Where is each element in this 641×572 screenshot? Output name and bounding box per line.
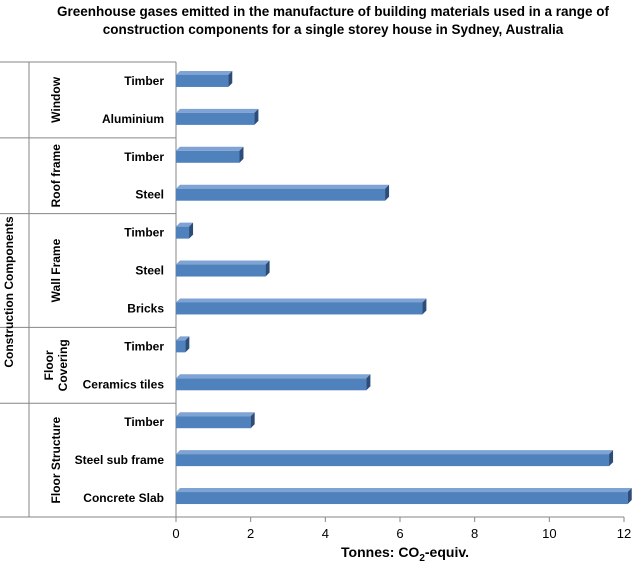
bar-end-face bbox=[239, 146, 244, 163]
category-label-wall-frame-bricks: Bricks bbox=[127, 301, 164, 315]
bar-end-face bbox=[250, 412, 255, 429]
group-label-floor-covering-line-2: Covering bbox=[56, 339, 70, 391]
group-labels: Window Roof frame Wall Frame Floor Covering F… bbox=[42, 76, 70, 503]
bar-top-face bbox=[176, 488, 632, 493]
x-tick-label-10: 10 bbox=[542, 526, 556, 541]
bar-end-face bbox=[189, 222, 194, 239]
x-axis: 0 2 4 6 8 10 12 bbox=[172, 516, 631, 541]
bar-end-face bbox=[228, 70, 233, 87]
category-label-wall-frame-timber: Timber bbox=[124, 226, 164, 240]
bar-top-face bbox=[176, 146, 244, 151]
bar-front-face bbox=[176, 302, 423, 315]
category-axis-frame bbox=[0, 61, 177, 518]
x-axis-title-tail: -equiv. bbox=[425, 544, 469, 560]
category-label-floor-structure-steel-sub-frame: Steel sub frame bbox=[75, 453, 165, 467]
x-axis-title: Tonnes: CO2-equiv. bbox=[341, 544, 469, 564]
group-label-window: Window bbox=[49, 76, 63, 123]
group-label-roof-frame: Roof frame bbox=[49, 144, 63, 208]
category-label-window-aluminium: Aluminium bbox=[102, 112, 164, 126]
bar-floor-covering-ceramics-tiles bbox=[176, 374, 371, 391]
bar-front-face bbox=[176, 416, 251, 429]
bar-front-face bbox=[176, 492, 628, 505]
bar-front-face bbox=[176, 112, 255, 125]
category-label-window-timber: Timber bbox=[124, 74, 164, 88]
bar-top-face bbox=[176, 374, 371, 379]
bar-front-face bbox=[176, 454, 610, 467]
bar-end-face bbox=[422, 298, 427, 315]
bar-floor-structure-timber bbox=[176, 412, 255, 429]
category-label-roof-frame-steel: Steel bbox=[135, 188, 164, 202]
y-axis-title: Construction Components bbox=[2, 216, 16, 368]
bar-top-face bbox=[176, 336, 190, 341]
bars bbox=[176, 70, 632, 505]
bar-top-face bbox=[176, 450, 614, 455]
bar-floor-structure-steel-sub-frame bbox=[176, 450, 614, 467]
bar-end-face bbox=[185, 336, 190, 353]
group-label-wall-frame: Wall Frame bbox=[49, 238, 63, 302]
bar-end-face bbox=[366, 374, 371, 391]
bar-front-face bbox=[176, 226, 190, 239]
bar-window-aluminium bbox=[176, 108, 259, 125]
bar-top-face bbox=[176, 412, 255, 417]
x-tick-label-6: 6 bbox=[396, 526, 403, 541]
bar-top-face bbox=[176, 298, 427, 303]
x-tick-label-12: 12 bbox=[617, 526, 631, 541]
bar-top-face bbox=[176, 260, 270, 265]
bar-roof-frame-timber bbox=[176, 146, 244, 163]
bar-front-face bbox=[176, 264, 266, 277]
category-labels: Timber Aluminium Timber Steel Timber Steel Bri… bbox=[75, 74, 165, 505]
x-tick-label-8: 8 bbox=[471, 526, 478, 541]
bar-wall-frame-steel bbox=[176, 260, 270, 277]
chart-title-line-2: construction components for a single sto… bbox=[103, 22, 564, 37]
bar-end-face bbox=[385, 184, 390, 201]
x-tick-label-0: 0 bbox=[172, 526, 179, 541]
group-label-floor-covering-line-1: Floor bbox=[42, 350, 56, 380]
bar-wall-frame-timber bbox=[176, 222, 194, 239]
group-label-floor-structure: Floor Structure bbox=[49, 416, 63, 503]
category-label-floor-structure-concrete-slab: Concrete Slab bbox=[83, 491, 164, 505]
x-axis-title-subscript: 2 bbox=[419, 553, 425, 564]
bar-front-face bbox=[176, 74, 229, 87]
bar-end-face bbox=[265, 260, 270, 277]
bar-front-face bbox=[176, 150, 240, 163]
bar-floor-covering-timber bbox=[176, 336, 190, 353]
bar-top-face bbox=[176, 222, 194, 227]
category-label-floor-covering-ceramics-tiles: Ceramics tiles bbox=[83, 377, 165, 391]
bar-end-face bbox=[627, 488, 632, 505]
category-label-wall-frame-steel: Steel bbox=[135, 264, 164, 278]
bar-floor-structure-concrete-slab bbox=[176, 488, 632, 505]
bar-top-face bbox=[176, 108, 259, 113]
chart-title-line-1: Greenhouse gases emitted in the manufact… bbox=[57, 4, 610, 19]
bar-front-face bbox=[176, 188, 386, 201]
x-tick-label-4: 4 bbox=[322, 526, 329, 541]
category-label-roof-frame-timber: Timber bbox=[124, 150, 164, 164]
category-label-floor-structure-timber: Timber bbox=[124, 415, 164, 429]
bar-roof-frame-steel bbox=[176, 184, 390, 201]
bar-top-face bbox=[176, 184, 390, 189]
bar-end-face bbox=[609, 450, 614, 467]
bar-front-face bbox=[176, 378, 367, 391]
bar-front-face bbox=[176, 340, 186, 353]
bar-end-face bbox=[254, 108, 259, 125]
x-tick-label-2: 2 bbox=[247, 526, 254, 541]
bar-wall-frame-bricks bbox=[176, 298, 427, 315]
category-label-floor-covering-timber: Timber bbox=[124, 339, 164, 353]
bar-window-timber bbox=[176, 70, 233, 87]
bar-top-face bbox=[176, 70, 233, 75]
x-axis-title-main: Tonnes: CO bbox=[341, 544, 419, 560]
